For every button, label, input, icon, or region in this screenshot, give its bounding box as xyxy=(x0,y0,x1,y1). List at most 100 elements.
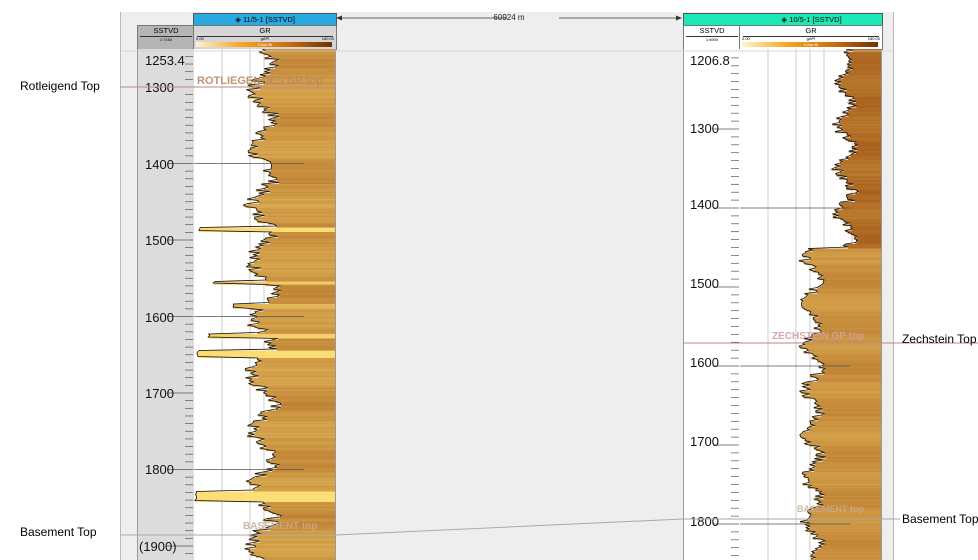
gr-fill-band xyxy=(246,266,335,269)
gr-fill-band xyxy=(261,184,335,186)
gr-fill-band xyxy=(264,341,335,344)
gr-fill-band xyxy=(251,424,335,426)
gr-fill-band xyxy=(802,343,881,345)
gr-fill-band xyxy=(857,149,881,152)
gr-fill-band xyxy=(819,286,881,288)
gr-fill-band xyxy=(263,188,335,191)
gr-fill-band xyxy=(846,194,881,197)
gr-fill-band xyxy=(259,448,335,450)
gr-fill-band xyxy=(806,527,881,530)
gr-fill-band xyxy=(279,286,335,288)
gr-fill-band xyxy=(844,74,881,77)
gr-fill-band xyxy=(818,316,881,318)
gr-fill-band xyxy=(243,205,335,207)
left-fill-label: Color fill xyxy=(257,42,273,47)
gr-fill-band xyxy=(814,466,881,468)
right-fill-label: Color fill xyxy=(803,42,819,47)
gr-fill-band xyxy=(840,119,881,122)
gr-fill-band xyxy=(271,122,335,125)
gr-fill-band xyxy=(815,496,881,498)
gr-fill-band xyxy=(808,482,881,485)
gr-fill-band xyxy=(274,61,335,63)
gr-fill-band xyxy=(831,169,881,171)
gr-fill-band xyxy=(814,322,881,324)
gr-fill-band xyxy=(810,464,881,467)
gr-fill-band xyxy=(244,548,335,551)
gr-fill-band xyxy=(248,155,335,158)
gr-fill-band xyxy=(840,205,881,207)
gr-fill-band xyxy=(253,272,335,275)
gr-fill-band xyxy=(249,380,335,383)
gr-fill-band xyxy=(803,397,881,399)
gr-fill-band xyxy=(824,541,881,543)
gr-fill-band xyxy=(848,73,881,75)
gr-fill-band xyxy=(812,416,881,419)
gr-fill-band xyxy=(801,305,881,308)
gr-fill-band xyxy=(257,250,335,252)
gr-fill-band xyxy=(277,521,335,524)
gr-fill-band xyxy=(832,124,881,126)
gr-fill-band xyxy=(821,323,881,326)
gr-fill-band xyxy=(251,320,335,323)
gr-fill-band xyxy=(248,269,335,272)
gr-fill-band xyxy=(839,178,881,180)
gr-fill-band xyxy=(847,197,881,200)
gr-fill-band xyxy=(263,127,335,129)
gr-fill-band xyxy=(800,299,881,302)
gr-fill-band xyxy=(266,394,335,396)
gr-fill-band xyxy=(822,539,881,542)
gr-fill-band xyxy=(270,506,335,509)
distance-label: 60924 m xyxy=(493,13,525,22)
gr-fill-band xyxy=(270,406,335,408)
gr-fill-band xyxy=(815,410,881,413)
gr-fill-band xyxy=(265,238,335,240)
gr-fill-band xyxy=(258,505,335,507)
gr-fill-band xyxy=(848,115,881,117)
gr-fill-band xyxy=(850,62,881,65)
right-gr-log xyxy=(740,49,881,560)
gr-fill-band xyxy=(233,305,335,308)
gr-fill-band xyxy=(809,257,881,260)
gr-fill-band xyxy=(846,176,881,179)
gr-fill-band xyxy=(254,311,335,314)
gr-fill-band xyxy=(271,167,335,170)
gr-fill-band xyxy=(255,260,335,263)
gr-fill-band xyxy=(268,302,335,305)
gr-fill-band xyxy=(816,404,881,407)
gr-fill-band xyxy=(256,364,335,366)
gr-fill-band xyxy=(255,547,335,549)
gr-fill-band xyxy=(801,304,881,306)
gr-fill-band xyxy=(846,196,881,198)
gr-fill-band xyxy=(843,220,881,222)
gr-fill-band xyxy=(821,371,881,374)
gr-fill-band xyxy=(813,470,881,473)
gr-fill-band xyxy=(813,418,881,420)
gr-fill-band xyxy=(273,289,335,291)
gr-fill-band xyxy=(856,190,881,192)
gr-fill-band xyxy=(261,413,335,416)
gr-curve xyxy=(194,49,283,560)
gr-fill-band xyxy=(810,374,881,377)
gr-fill-band xyxy=(837,127,881,129)
gr-fill-band xyxy=(274,224,335,227)
gr-fill-band xyxy=(815,557,881,560)
gr-fill-band xyxy=(817,535,881,537)
gr-fill-band xyxy=(263,98,335,101)
gr-fill-band xyxy=(824,280,881,282)
gr-fill-band xyxy=(808,427,881,429)
left-depth-1500: 1500 xyxy=(145,233,174,248)
gr-fill-band xyxy=(267,344,335,347)
gr-fill-band xyxy=(257,358,335,360)
gr-fill-band xyxy=(809,517,881,519)
gr-fill-band xyxy=(812,340,881,342)
gr-fill-band xyxy=(269,191,335,194)
gr-fill-band xyxy=(815,400,881,402)
left-depth-1900: (1900) xyxy=(139,539,177,554)
gr-fill-band xyxy=(838,76,881,78)
gr-fill-band xyxy=(819,326,881,329)
gr-fill-band xyxy=(245,368,335,371)
gr-fill-band xyxy=(251,379,335,381)
gr-fill-band xyxy=(841,208,881,210)
gr-fill-band xyxy=(805,251,881,254)
gr-fill-band xyxy=(842,77,881,80)
